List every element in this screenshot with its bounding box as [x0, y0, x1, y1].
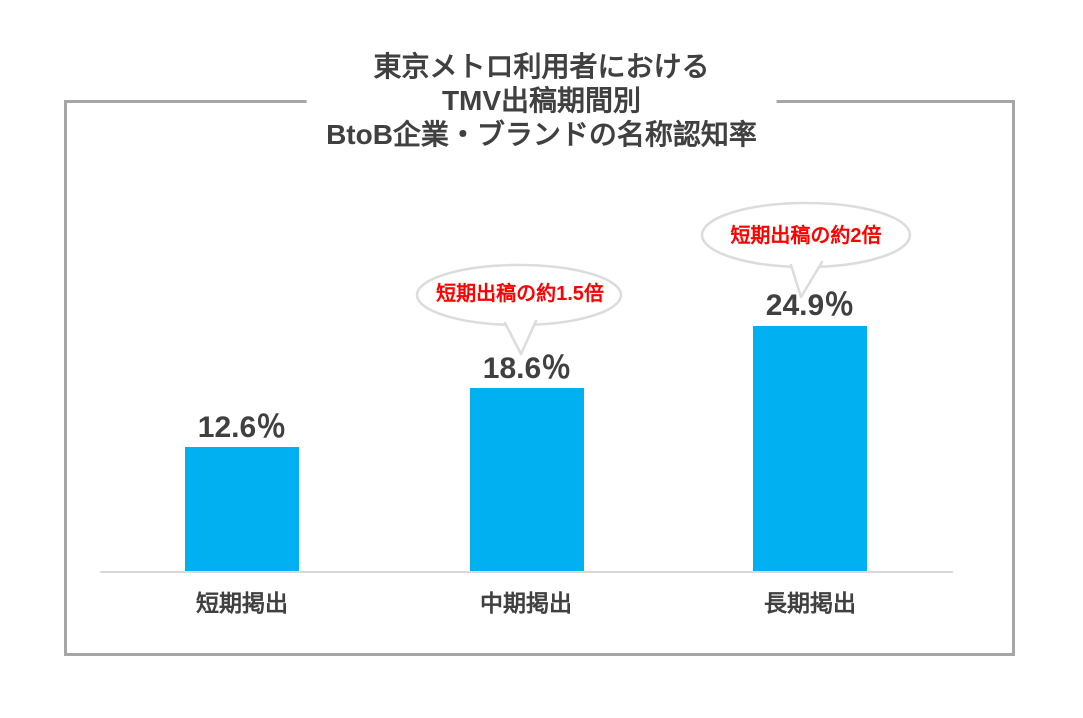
bar-value-mid-term: 18.6％ [482, 352, 572, 385]
chart-title: 東京メトロ利用者における TMV出稿期間別 BtoB企業・ブランドの名称認知率 [306, 48, 777, 154]
bar-long-term [753, 326, 867, 571]
category-label-short-term: 短期掲出 [196, 590, 288, 616]
bar-value-short-term: 12.6％ [197, 411, 287, 444]
annotation-bubble-mid-term [414, 262, 626, 360]
x-axis-line [100, 571, 953, 573]
bar-short-term [185, 447, 299, 571]
chart-title-line-3: BtoB企業・ブランドの名称認知率 [326, 119, 757, 150]
chart-title-line-1: 東京メトロ利用者における [373, 51, 710, 82]
category-label-mid-term: 中期掲出 [480, 590, 572, 616]
annotation-bubble-long-term [698, 200, 914, 302]
annotation-text-mid-term: 短期出稿の約1.5倍 [436, 283, 604, 305]
annotation-text-long-term: 短期出稿の約2倍 [730, 225, 882, 247]
speech-bubble-shape [415, 263, 623, 356]
bar-value-long-term: 24.9％ [765, 289, 855, 322]
chart-title-line-2: TMV出稿期間別 [441, 85, 642, 116]
category-label-long-term: 長期掲出 [764, 590, 856, 616]
speech-bubble-shape [700, 201, 912, 299]
bar-mid-term [470, 388, 584, 571]
